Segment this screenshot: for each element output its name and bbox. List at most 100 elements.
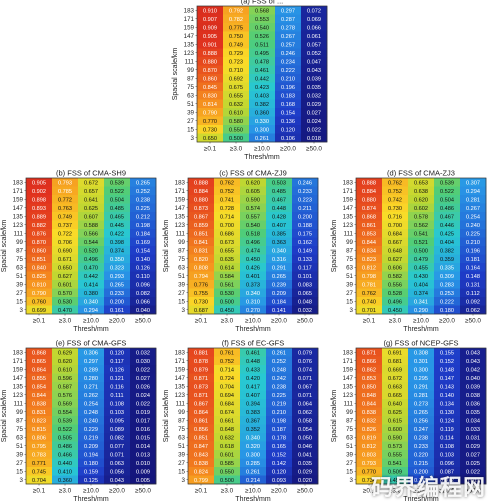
- heatmap-cell: [197, 99, 224, 109]
- heatmap-cell: [408, 254, 435, 264]
- heatmap-cell: [130, 195, 157, 204]
- heatmap-cell: [26, 237, 53, 247]
- cell-value-label: 0.540: [255, 25, 269, 31]
- heatmap-cell: [104, 390, 131, 400]
- heatmap-cell: [382, 390, 409, 400]
- cell-value-label: 0.183: [281, 93, 295, 99]
- cell-value-label: 0.407: [272, 223, 286, 229]
- cell-value-label: 0.164: [466, 265, 480, 271]
- heatmap-cell: [382, 450, 409, 459]
- heatmap-cell: [292, 203, 319, 213]
- heatmap-cell: [78, 390, 105, 400]
- cell-value-label: 0.810: [32, 282, 46, 288]
- cell-value-label: 0.755: [194, 291, 208, 297]
- cell-value-label: 0.442: [84, 274, 98, 280]
- cell-value-label: 0.029: [466, 444, 480, 450]
- cell-value-label: 0.295: [414, 376, 428, 382]
- y-tick-label: 147: [175, 205, 186, 212]
- cell-value-label: 0.672: [84, 180, 98, 186]
- heatmap-cell: [188, 271, 215, 281]
- y-tick-label: 39: [16, 451, 23, 458]
- cell-value-label: 0.253: [440, 291, 454, 297]
- cell-value-label: 0.610: [229, 110, 243, 116]
- heatmap-cell: [408, 382, 435, 391]
- cell-value-label: 0.675: [229, 85, 243, 91]
- cell-value-label: 0.119: [440, 427, 454, 433]
- heatmap-cell: [460, 271, 487, 281]
- heatmap-cell: [26, 246, 53, 255]
- y-tick-label: 51: [178, 443, 185, 450]
- cell-value-label: 0.374: [110, 248, 124, 254]
- cell-value-label: 0.306: [84, 350, 98, 356]
- y-tick-label: 87: [346, 247, 353, 254]
- heatmap-cell: [78, 450, 105, 459]
- watermark-text: 码界编程网: [370, 476, 486, 501]
- cell-value-label: 0.486: [440, 206, 454, 212]
- cell-value-label: 0.039: [466, 384, 480, 390]
- heatmap-cell: [408, 407, 435, 417]
- cell-value-label: 0.844: [362, 401, 376, 407]
- cell-value-label: 0.225: [136, 206, 150, 212]
- y-tick-label: 63: [346, 434, 353, 441]
- heatmap-cell: [130, 178, 157, 187]
- cell-value-label: 0.550: [229, 127, 243, 133]
- heatmap-cell: [52, 373, 79, 383]
- cell-value-label: 0.509: [388, 469, 402, 475]
- cell-value-label: 0.600: [388, 427, 402, 433]
- heatmap-cell: [460, 407, 487, 417]
- cell-value-label: 0.504: [110, 197, 124, 203]
- heatmap-cell: [301, 23, 328, 32]
- heatmap-cell: [78, 441, 105, 451]
- heatmap-cell: [52, 356, 79, 366]
- cell-value-label: 0.667: [388, 240, 402, 246]
- heatmap-cell: [214, 280, 241, 289]
- heatmap-cell: [266, 237, 293, 247]
- heatmap-cell: [356, 212, 383, 221]
- cell-value-label: 0.067: [298, 384, 312, 390]
- heatmap-cell: [240, 220, 267, 230]
- heatmap-cell: [26, 356, 53, 366]
- heatmap-cell: [460, 458, 487, 468]
- cell-value-label: 0.350: [110, 257, 124, 263]
- heatmap-cell: [249, 31, 276, 41]
- heatmap-cell: [434, 475, 461, 485]
- x-axis-label: Thresh/mm: [235, 496, 271, 503]
- cell-value-label: 0.450: [246, 257, 260, 263]
- cell-value-label: 0.212: [136, 214, 150, 220]
- heatmap-cell: [214, 399, 241, 408]
- heatmap-cell: [301, 99, 328, 109]
- cell-value-label: 0.200: [414, 469, 428, 475]
- heatmap-cell: [292, 305, 319, 315]
- cell-value-label: 0.254: [466, 214, 480, 220]
- heatmap-cell: [214, 271, 241, 281]
- cell-value-label: 0.585: [220, 461, 234, 467]
- heatmap-cell: [249, 108, 276, 117]
- heatmap-cell: [188, 280, 215, 289]
- panel-2: (b) FSS of CMA-SH9 0.905 0.793 0.672 0.539 0.…: [1, 169, 157, 333]
- cell-value-label: 0.029: [307, 102, 321, 108]
- cell-value-label: 0.539: [58, 418, 72, 424]
- cell-value-label: 0.200: [110, 299, 124, 305]
- heatmap-cell: [130, 424, 157, 434]
- cell-value-label: 0.838: [362, 410, 376, 416]
- cell-value-label: 0.790: [203, 110, 217, 116]
- heatmap-cell: [275, 57, 302, 66]
- cell-value-label: 0.851: [194, 231, 208, 237]
- heatmap-cell: [356, 220, 383, 230]
- cell-value-label: 0.566: [84, 231, 98, 237]
- cell-value-label: 0.265: [272, 274, 286, 280]
- x-tick-label: ≥0.1: [33, 488, 46, 495]
- cell-value-label: 0.826: [362, 427, 376, 433]
- y-tick-label: 15: [178, 468, 185, 475]
- cell-value-label: 0.071: [110, 452, 124, 458]
- heatmap-cell: [382, 186, 409, 196]
- heatmap-cell: [292, 450, 319, 459]
- heatmap-cell: [214, 433, 241, 442]
- y-tick-label: 159: [184, 24, 195, 31]
- cell-value-label: 0.714: [220, 214, 234, 220]
- y-tick-label: 3: [350, 477, 354, 484]
- cell-value-label: 0.681: [388, 359, 402, 365]
- y-tick-label: 123: [184, 50, 195, 57]
- heatmap-cell: [460, 254, 487, 264]
- heatmap-cell: [26, 365, 53, 374]
